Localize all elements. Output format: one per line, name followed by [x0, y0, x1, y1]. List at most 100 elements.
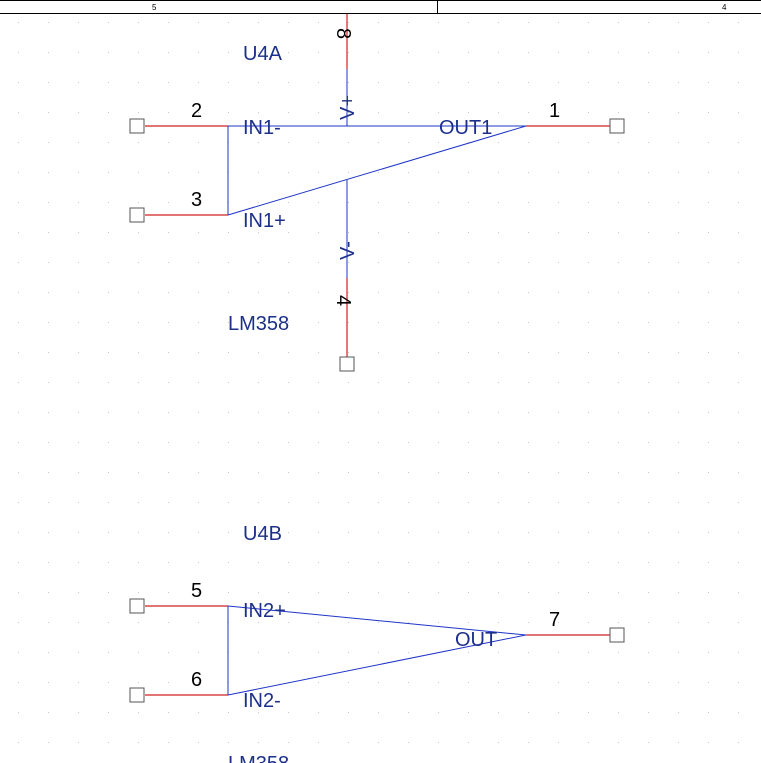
grid-dot — [18, 292, 19, 293]
grid-dot — [168, 712, 169, 713]
grid-dot — [678, 712, 679, 713]
grid-dot — [648, 442, 649, 443]
grid-dot — [288, 442, 289, 443]
grid-dot — [708, 292, 709, 293]
grid-dot — [228, 82, 229, 83]
grid-dot — [288, 232, 289, 233]
grid-dot — [678, 412, 679, 413]
grid-dot — [708, 172, 709, 173]
pin-name-in2-minus: IN2- — [243, 690, 281, 712]
grid-dot — [648, 562, 649, 563]
grid-dot — [438, 622, 439, 623]
grid-dot — [108, 532, 109, 533]
grid-dot — [168, 502, 169, 503]
grid-dot — [738, 322, 739, 323]
grid-dot — [468, 382, 469, 383]
grid-dot — [258, 292, 259, 293]
grid-dot — [708, 352, 709, 353]
grid-dot — [648, 172, 649, 173]
grid-dot — [558, 142, 559, 143]
grid-dot — [138, 652, 139, 653]
grid-dot — [378, 742, 379, 743]
grid-dot — [708, 382, 709, 383]
grid-dot — [108, 82, 109, 83]
grid-dot — [348, 472, 349, 473]
grid-dot — [708, 442, 709, 443]
grid-dot — [348, 322, 349, 323]
grid-dot — [618, 52, 619, 53]
grid-dot — [288, 412, 289, 413]
pin-terminal-2[interactable] — [129, 118, 145, 134]
pin-terminal-7[interactable] — [609, 627, 625, 643]
grid-dot — [468, 412, 469, 413]
opamp-u4b[interactable]: U4B LM358 5 6 7 IN2+ IN2- OUT — [129, 523, 625, 763]
grid-dot — [738, 682, 739, 683]
grid-dot — [498, 592, 499, 593]
pin-terminal-1[interactable] — [609, 118, 625, 134]
grid-dot — [198, 532, 199, 533]
grid-dot — [498, 712, 499, 713]
grid-dot — [18, 142, 19, 143]
grid-dot — [108, 22, 109, 23]
pin-terminal-4[interactable] — [339, 356, 355, 372]
grid-dot — [48, 712, 49, 713]
grid-dot — [588, 82, 589, 83]
grid-dot — [618, 502, 619, 503]
grid-dot — [138, 682, 139, 683]
grid-dot — [348, 382, 349, 383]
grid-dot — [648, 232, 649, 233]
grid-dot — [438, 112, 439, 113]
grid-dot — [408, 142, 409, 143]
opamp-u4a[interactable]: U4A LM358 2 3 1 8 4 IN1- IN1+ OUT1 V+ V- — [129, 14, 625, 372]
grid-dot — [468, 622, 469, 623]
grid-dot — [588, 742, 589, 743]
grid-dot — [258, 622, 259, 623]
grid-dot — [198, 262, 199, 263]
grid-dot — [558, 472, 559, 473]
grid-dot — [588, 442, 589, 443]
grid-dot — [498, 562, 499, 563]
grid-dot — [648, 502, 649, 503]
grid-dot — [378, 52, 379, 53]
grid-dot — [288, 82, 289, 83]
grid-dot — [528, 712, 529, 713]
grid-dot — [138, 502, 139, 503]
grid-dot — [648, 742, 649, 743]
grid-dot — [48, 82, 49, 83]
grid-dot — [738, 382, 739, 383]
grid-dot — [438, 202, 439, 203]
grid-dot — [78, 82, 79, 83]
pin-terminal-3[interactable] — [129, 207, 145, 223]
grid-dot — [678, 112, 679, 113]
pin-name-in2-plus: IN2+ — [243, 600, 286, 622]
grid-dot — [438, 382, 439, 383]
grid-dot — [138, 322, 139, 323]
grid-dot — [48, 232, 49, 233]
grid-dot — [408, 262, 409, 263]
grid-dot — [468, 232, 469, 233]
grid-dot — [18, 112, 19, 113]
grid-dot — [48, 592, 49, 593]
grid-dot — [258, 472, 259, 473]
grid-dot — [618, 742, 619, 743]
pin-number-4: 4 — [332, 295, 354, 306]
grid-dot — [318, 322, 319, 323]
grid-dot — [48, 502, 49, 503]
grid-dot — [528, 322, 529, 323]
grid-dot — [168, 22, 169, 23]
grid-dot — [408, 412, 409, 413]
pin-terminal-5[interactable] — [129, 598, 145, 614]
grid-dot — [48, 382, 49, 383]
grid-dot — [228, 712, 229, 713]
grid-dot — [468, 742, 469, 743]
grid-dot — [78, 442, 79, 443]
grid-dot — [108, 232, 109, 233]
pin-terminal-6[interactable] — [129, 687, 145, 703]
grid-dot — [18, 562, 19, 563]
grid-dot — [528, 502, 529, 503]
grid-dot — [588, 112, 589, 113]
grid-dot — [228, 442, 229, 443]
grid-dot — [78, 622, 79, 623]
grid-dot — [408, 82, 409, 83]
grid-dot — [708, 742, 709, 743]
